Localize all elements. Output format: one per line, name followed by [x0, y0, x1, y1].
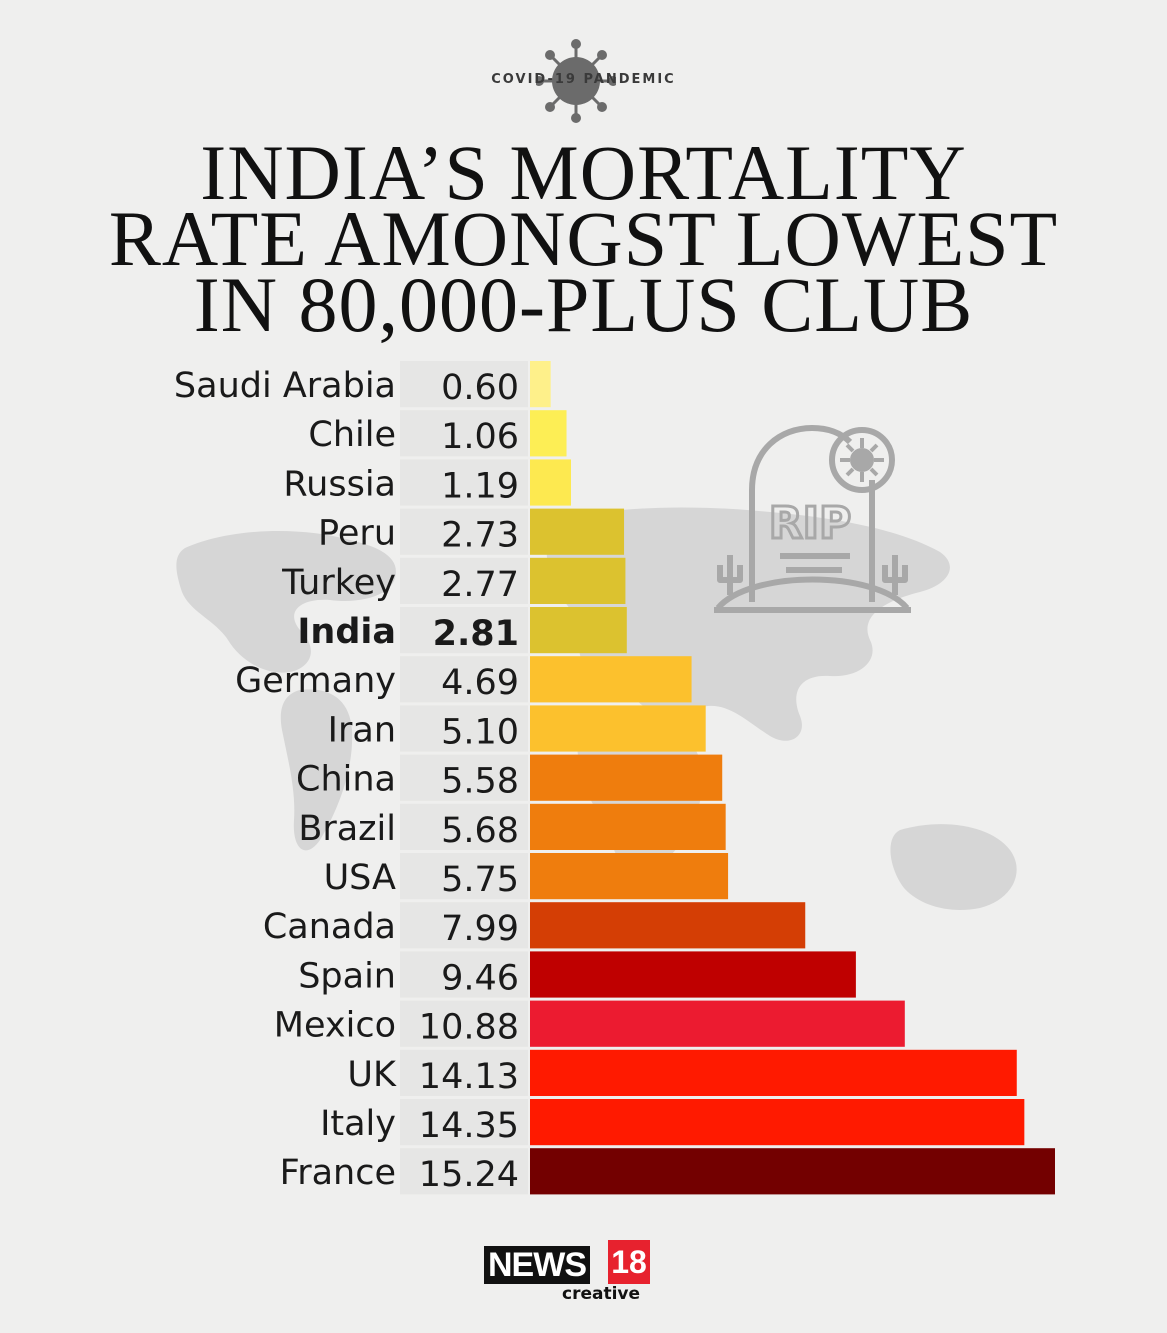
country-label: Brazil: [298, 809, 396, 849]
country-label: France: [280, 1153, 396, 1193]
value-label: 14.13: [419, 1057, 519, 1097]
country-label: Canada: [263, 907, 396, 947]
row-background: [400, 557, 528, 604]
chart-rows: Saudi Arabia 0.60 Chile 1.06 Russia 1.19 Peru 2…: [174, 361, 1055, 1195]
bar-germany: [530, 656, 692, 703]
value-label: 2.81: [433, 614, 519, 654]
value-label: 0.60: [441, 368, 519, 408]
tombstone-text: RIP: [769, 498, 852, 549]
row-background: [400, 705, 528, 752]
row-background: [400, 1099, 528, 1146]
country-label: Italy: [320, 1104, 396, 1144]
bar-uk: [530, 1049, 1017, 1096]
country-label: Spain: [298, 956, 396, 996]
bar-iran: [530, 705, 706, 752]
bar-india: [530, 607, 627, 654]
row-background: [400, 951, 528, 998]
virus-icon: [536, 39, 616, 123]
row-background: [400, 410, 528, 457]
bar-russia: [530, 459, 571, 506]
value-label: 4.69: [441, 663, 519, 703]
country-label: Mexico: [274, 1006, 396, 1046]
value-label: 15.24: [419, 1155, 519, 1195]
country-label: India: [297, 612, 396, 652]
news18-logo: NEWS 18 creative: [484, 1240, 664, 1306]
value-label: 7.99: [441, 909, 519, 949]
country-label: Chile: [308, 415, 396, 455]
row-background: [400, 361, 528, 408]
bar-france: [530, 1148, 1055, 1195]
title-line-2: RATE AMONGST LOWEST: [108, 195, 1059, 282]
value-label: 1.19: [441, 466, 519, 506]
bar-saudi-arabia: [530, 361, 551, 408]
row-background: [400, 1049, 528, 1096]
title-line-3: IN 80,000-PLUS CLUB: [193, 261, 974, 348]
row-background: [400, 656, 528, 703]
bar-mexico: [530, 1000, 905, 1047]
row-background: [400, 803, 528, 850]
page-title: INDIA’S MORTALITY RATE AMONGST LOWEST IN…: [0, 129, 1167, 348]
bar-turkey: [530, 557, 626, 604]
value-label: 2.77: [441, 565, 519, 605]
value-label: 14.35: [419, 1106, 519, 1146]
country-label: Turkey: [281, 563, 396, 603]
logo-tagline: creative: [562, 1284, 641, 1304]
row-background: [400, 902, 528, 949]
tombstone-icon: RIP: [714, 425, 911, 613]
value-label: 9.46: [441, 958, 519, 998]
value-label: 1.06: [441, 417, 519, 457]
bar-chile: [530, 410, 567, 457]
row-background: [400, 459, 528, 506]
value-label: 10.88: [419, 1008, 519, 1048]
value-label: 5.75: [441, 860, 519, 900]
value-label: 5.10: [441, 712, 519, 752]
value-label: 5.68: [441, 811, 519, 851]
row-background: [400, 853, 528, 900]
value-label: 2.73: [441, 516, 519, 556]
logo-news: NEWS: [484, 1246, 590, 1284]
row-background: [400, 1000, 528, 1047]
row-background: [400, 754, 528, 801]
value-label: 5.58: [441, 762, 519, 802]
bar-spain: [530, 951, 856, 998]
bar-usa: [530, 853, 729, 900]
row-background: [400, 607, 528, 654]
country-label: Saudi Arabia: [174, 366, 396, 406]
logo-number: 18: [608, 1240, 650, 1284]
country-label: China: [296, 760, 396, 800]
country-label: Germany: [235, 661, 396, 701]
bar-italy: [530, 1099, 1025, 1146]
country-label: USA: [324, 858, 396, 898]
bar-canada: [530, 902, 806, 949]
row-background: [400, 1148, 528, 1195]
kicker-label: COVID-19 PANDEMIC: [491, 72, 676, 87]
country-label: Russia: [283, 464, 396, 504]
country-label: Iran: [328, 710, 396, 750]
country-label: Peru: [318, 514, 396, 554]
bar-china: [530, 754, 723, 801]
title-line-1: INDIA’S MORTALITY: [200, 129, 967, 216]
row-background: [400, 508, 528, 555]
country-label: UK: [347, 1055, 397, 1095]
bar-peru: [530, 508, 625, 555]
bar-brazil: [530, 803, 726, 850]
